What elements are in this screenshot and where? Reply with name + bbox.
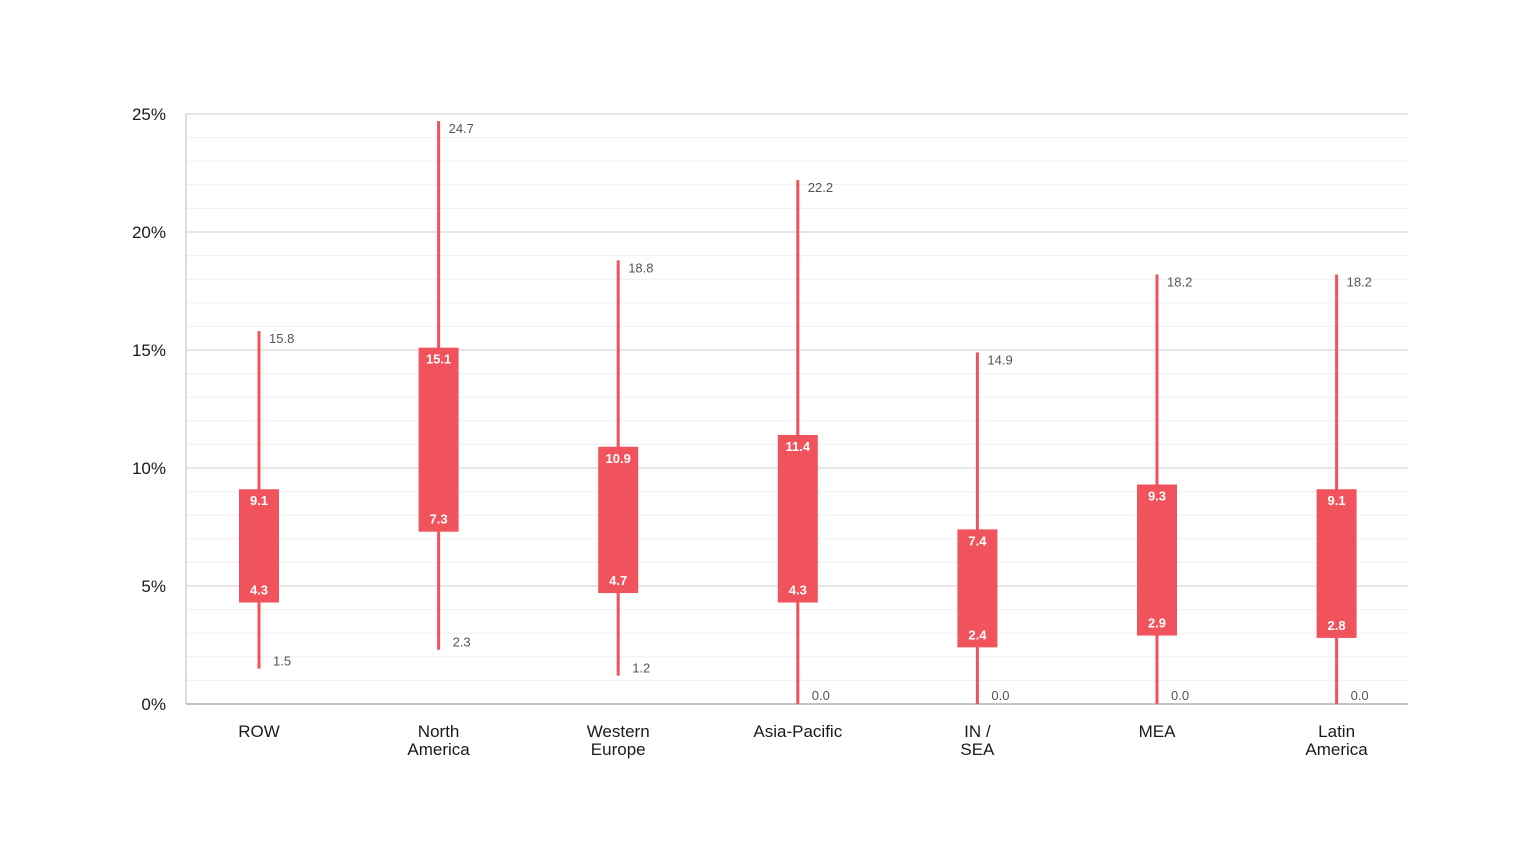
x-tick-line: SEA bbox=[960, 740, 995, 759]
q3-label: 10.9 bbox=[606, 451, 631, 466]
q1-label: 2.4 bbox=[968, 627, 987, 642]
box-group: 18.2 0.0 9.3 2.9 bbox=[1137, 274, 1192, 704]
box-group: 18.8 1.2 10.9 4.7 bbox=[598, 260, 654, 676]
box-series: 15.8 1.5 9.1 4.3 24.7 2.3 15.1 7.3 18.8 1.2 10.9 4.… bbox=[239, 121, 1372, 704]
max-label: 18.2 bbox=[1347, 274, 1372, 289]
y-tick-label: 20% bbox=[132, 223, 166, 242]
q1-label: 2.9 bbox=[1148, 616, 1166, 631]
min-label: 1.2 bbox=[632, 661, 650, 676]
box-iqr bbox=[957, 529, 998, 648]
min-label: 0.0 bbox=[991, 688, 1009, 703]
box-group: 24.7 2.3 15.1 7.3 bbox=[418, 121, 474, 650]
q1-label: 4.3 bbox=[250, 583, 268, 598]
max-label: 15.8 bbox=[269, 331, 294, 346]
min-label: 1.5 bbox=[273, 654, 291, 669]
x-tick-line: America bbox=[407, 740, 470, 759]
x-tick-line: America bbox=[1305, 740, 1368, 759]
y-tick-label: 15% bbox=[132, 341, 166, 360]
max-label: 14.9 bbox=[987, 352, 1012, 367]
box-iqr bbox=[777, 434, 818, 603]
min-label: 0.0 bbox=[812, 688, 830, 703]
y-axis-ticks: 0% 5% 10% 15% 20% 25% bbox=[132, 105, 166, 714]
q3-label: 9.1 bbox=[250, 493, 268, 508]
box-iqr bbox=[598, 446, 639, 594]
max-label: 18.8 bbox=[628, 260, 653, 275]
max-label: 22.2 bbox=[808, 180, 833, 195]
y-tick-label: 10% bbox=[132, 459, 166, 478]
x-tick-line: Latin bbox=[1318, 722, 1355, 741]
x-tick-line: IN / bbox=[964, 722, 991, 741]
y-tick-label: 5% bbox=[141, 577, 166, 596]
max-label: 18.2 bbox=[1167, 274, 1192, 289]
q3-label: 11.4 bbox=[786, 439, 811, 454]
q3-label: 15.1 bbox=[426, 352, 451, 367]
x-tick-line: Asia-Pacific bbox=[753, 722, 842, 741]
x-tick-line: MEA bbox=[1139, 722, 1177, 741]
q1-label: 4.7 bbox=[609, 573, 627, 588]
box-iqr bbox=[418, 347, 459, 532]
x-tick-label: IN / SEA bbox=[960, 722, 995, 759]
q3-label: 9.3 bbox=[1148, 489, 1166, 504]
box-group: 14.9 0.0 7.4 2.4 bbox=[957, 352, 1013, 704]
y-tick-label: 25% bbox=[132, 105, 166, 124]
min-label: 0.0 bbox=[1171, 688, 1189, 703]
y-tick-label: 0% bbox=[141, 695, 166, 714]
q3-label: 7.4 bbox=[968, 533, 987, 548]
q1-label: 7.3 bbox=[430, 512, 448, 527]
x-tick-label: Western Europe bbox=[587, 722, 650, 759]
x-tick-label: ROW bbox=[238, 722, 280, 741]
box-group: 18.2 0.0 9.1 2.8 bbox=[1316, 274, 1372, 704]
min-label: 2.3 bbox=[453, 635, 471, 650]
x-tick-line: North bbox=[418, 722, 460, 741]
min-label: 0.0 bbox=[1351, 688, 1369, 703]
box-group: 22.2 0.0 11.4 4.3 bbox=[777, 180, 833, 704]
box-iqr bbox=[1316, 489, 1357, 638]
box-group: 15.8 1.5 9.1 4.3 bbox=[239, 331, 294, 669]
q1-label: 4.3 bbox=[789, 583, 807, 598]
x-tick-line: ROW bbox=[238, 722, 280, 741]
x-tick-line: Western bbox=[587, 722, 650, 741]
box-iqr bbox=[239, 489, 279, 603]
box-iqr bbox=[1137, 484, 1177, 636]
max-label: 24.7 bbox=[449, 121, 474, 136]
x-tick-label: MEA bbox=[1139, 722, 1177, 741]
q3-label: 9.1 bbox=[1328, 493, 1346, 508]
x-tick-label: Asia-Pacific bbox=[753, 722, 842, 741]
q1-label: 2.8 bbox=[1328, 618, 1346, 633]
x-tick-label: North America bbox=[407, 722, 470, 759]
x-tick-line: Europe bbox=[591, 740, 646, 759]
x-tick-label: Latin America bbox=[1305, 722, 1368, 759]
